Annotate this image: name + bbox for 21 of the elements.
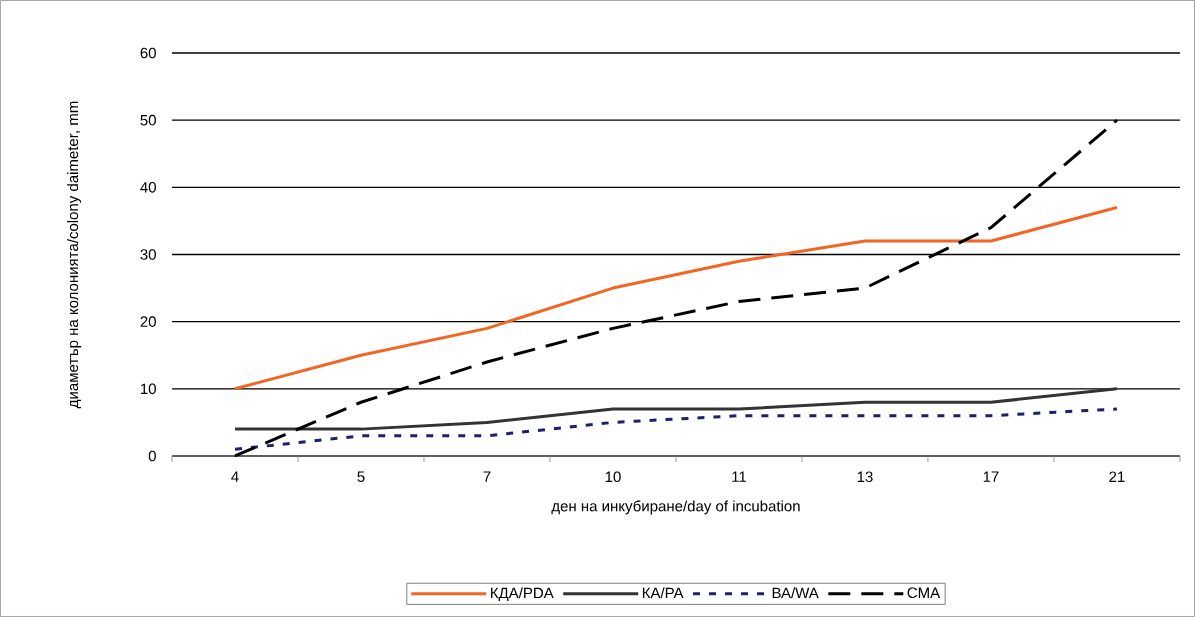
x-axis-title: ден на инкубиране/day of incubation (551, 500, 800, 515)
x-tick-label: 17 (983, 471, 999, 482)
x-tick-label: 7 (483, 471, 491, 482)
x-tick-label: 21 (1109, 471, 1125, 482)
x-tick-label: 13 (857, 471, 873, 483)
y-tick-label: 60 (140, 47, 156, 59)
y-tick-label: 10 (141, 383, 156, 395)
y-tick-label: 50 (140, 114, 156, 126)
x-tick-label: 4 (231, 471, 239, 482)
y-tick-label: 20 (140, 316, 156, 327)
y-tick-label: 0 (148, 450, 156, 462)
legend-label: КА/PA (642, 587, 684, 599)
legend-label: CMA (907, 587, 941, 599)
y-tick-label: 40 (140, 182, 156, 193)
y-axis-title: диаметър на колонията/colony daimeter, mm (67, 101, 82, 409)
x-tick-label: 10 (605, 471, 621, 483)
legend-label: КДА/PDA (491, 587, 554, 602)
x-tick-label: 11 (732, 471, 747, 482)
y-tick-label: 30 (140, 249, 156, 260)
x-tick-label: 5 (357, 471, 365, 482)
legend-label: ВА/WA (772, 587, 819, 599)
